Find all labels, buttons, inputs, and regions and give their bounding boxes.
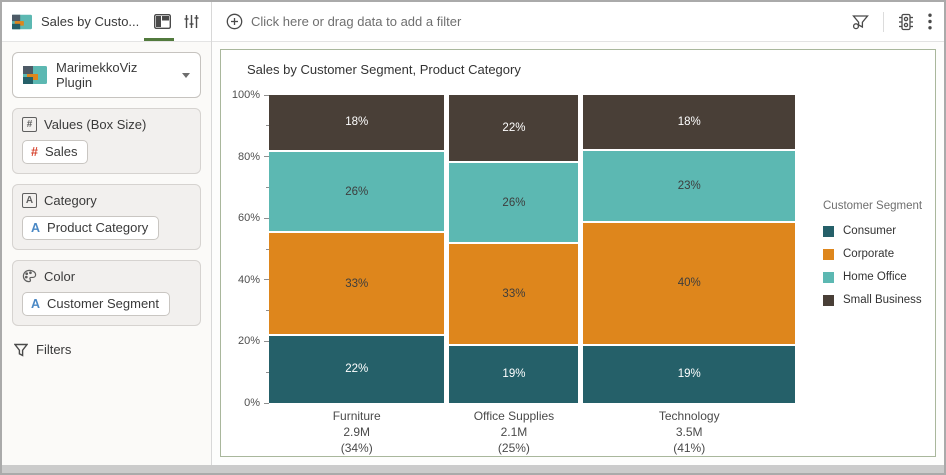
legend-swatch	[823, 225, 834, 237]
legend-item-consumer[interactable]: Consumer	[823, 225, 943, 237]
marimekko-viz-card[interactable]: Sales by Customer Segment, Product Categ…	[220, 49, 936, 457]
filter-options-icon[interactable]	[852, 14, 869, 30]
pill-sales[interactable]: # Sales	[22, 140, 89, 164]
segment-corporate-furniture[interactable]: 33%	[269, 233, 445, 334]
kebab-menu-icon[interactable]	[928, 13, 932, 30]
y-axis-label: 40%	[237, 273, 260, 286]
palette-icon	[22, 269, 37, 284]
x-label-office-supplies: Office Supplies 2.1M (25%)	[473, 409, 555, 455]
chevron-down-icon	[182, 72, 190, 78]
y-major-tick	[264, 402, 269, 404]
attribute-icon: A	[31, 296, 41, 311]
values-section-title: Values (Box Size)	[44, 117, 147, 132]
legend-swatch	[823, 271, 834, 283]
plugin-settings-icon[interactable]	[898, 13, 914, 31]
y-axis-label: 80%	[237, 150, 260, 163]
legend-item-small-business[interactable]: Small Business	[823, 294, 943, 306]
y-minor-tick	[266, 310, 269, 312]
grammar-panel-icon[interactable]	[152, 12, 172, 32]
legend-label: Home Office	[843, 271, 907, 283]
viz-title: Sales by Customer Segment, Product Categ…	[247, 62, 521, 77]
number-box-icon: #	[22, 117, 37, 132]
window-bottom-border	[2, 465, 944, 473]
viz-type-thumbnail-icon	[23, 66, 47, 84]
text-box-icon: A	[22, 193, 37, 208]
segment-corporate-technology[interactable]: 40%	[583, 222, 795, 344]
app: Sales by Custo...	[2, 2, 944, 465]
active-tab-underline	[144, 38, 174, 41]
filters-section[interactable]: Filters	[12, 342, 201, 357]
attribute-icon: A	[31, 220, 41, 235]
viz-type-label: MarimekkoViz Plugin	[56, 60, 138, 90]
pill-customer-segment[interactable]: A Customer Segment	[22, 292, 171, 316]
legend-swatch	[823, 294, 834, 306]
y-axis-label: 0%	[244, 397, 260, 409]
category-section: A Category A Product Category	[12, 184, 201, 250]
legend-label: Consumer	[843, 225, 897, 237]
legend-label: Small Business	[843, 294, 922, 306]
segment-corporate-office-supplies[interactable]: 33%	[449, 243, 579, 344]
viz-tab-title: Sales by Custo...	[41, 14, 140, 29]
legend-label: Corporate	[843, 248, 895, 260]
x-label-technology: Technology 3.5M (41%)	[658, 409, 720, 455]
y-axis-label: 100%	[231, 89, 260, 101]
y-axis: 0% 20% 40% 60% 80% 100%	[221, 89, 269, 409]
canvas: Sales by Customer Segment, Product Categ…	[212, 42, 944, 465]
mekko-plot: 18% 26% 33% 22% 22% 26% 33% 19% 18% 23% 40% 19%	[269, 95, 795, 403]
mekko-column-technology: 18% 23% 40% 19%	[583, 95, 795, 403]
filters-label: Filters	[36, 342, 72, 357]
segment-consumer-furniture[interactable]: 22%	[269, 335, 445, 403]
viz-thumbnail-icon	[12, 12, 32, 32]
y-major-tick	[264, 94, 269, 96]
segment-home-office-office-supplies[interactable]: 26%	[449, 163, 579, 242]
legend-title: Customer Segment	[823, 200, 923, 212]
y-axis-label: 60%	[237, 212, 260, 225]
segment-small-business-office-supplies[interactable]: 22%	[449, 95, 579, 162]
legend-swatch	[823, 248, 834, 260]
category-section-title: Category	[44, 193, 97, 208]
segment-home-office-technology[interactable]: 23%	[583, 151, 795, 221]
legend: Customer Segment Consumer Corporate Home O…	[823, 200, 943, 317]
x-axis-labels: Furniture 2.9M (34%) Office Supplies 2.1M (25…	[269, 408, 795, 456]
legend-item-corporate[interactable]: Corporate	[823, 248, 943, 260]
plot-area: 18% 26% 33% 22% 22% 26% 33% 19% 18% 23% 40% 19%	[269, 95, 795, 403]
main-area: Click here or drag data to add a filter	[212, 2, 944, 465]
y-minor-tick	[266, 186, 269, 188]
segment-small-business-technology[interactable]: 18%	[583, 95, 795, 150]
color-section-title: Color	[44, 269, 76, 284]
sidebar: Sales by Custo...	[2, 2, 212, 465]
y-major-tick	[264, 279, 269, 281]
y-minor-tick	[266, 125, 269, 127]
grammar-panel: MarimekkoViz Plugin # Values (Box Size) …	[2, 42, 211, 465]
add-filter-icon[interactable]	[226, 13, 243, 30]
viz-type-dropdown[interactable]: MarimekkoViz Plugin	[12, 52, 201, 98]
y-major-tick	[264, 340, 269, 342]
segment-consumer-technology[interactable]: 19%	[583, 345, 795, 403]
filter-bar-hint: Click here or drag data to add a filter	[251, 14, 462, 29]
y-axis-label: 20%	[237, 335, 260, 348]
y-major-tick	[264, 217, 269, 219]
color-section: Color A Customer Segment	[12, 260, 201, 326]
x-label-furniture: Furniture 2.9M (34%)	[332, 409, 381, 455]
segment-home-office-furniture[interactable]: 26%	[269, 151, 445, 232]
y-minor-tick	[266, 248, 269, 250]
segment-consumer-office-supplies[interactable]: 19%	[449, 345, 579, 403]
y-minor-tick	[266, 371, 269, 373]
mekko-column-office-supplies: 22% 26% 33% 19%	[449, 95, 579, 403]
values-section: # Values (Box Size) # Sales	[12, 108, 201, 174]
filter-bar[interactable]: Click here or drag data to add a filter	[212, 2, 944, 42]
legend-item-home-office[interactable]: Home Office	[823, 271, 943, 283]
segment-small-business-furniture[interactable]: 18%	[269, 95, 445, 150]
toolbar-divider	[883, 11, 884, 32]
y-major-tick	[264, 156, 269, 158]
pill-product-category[interactable]: A Product Category	[22, 216, 160, 240]
settings-sliders-icon[interactable]	[181, 12, 201, 32]
filter-funnel-icon	[14, 343, 28, 357]
viz-tab-header: Sales by Custo...	[2, 2, 211, 42]
mekko-column-furniture: 18% 26% 33% 22%	[269, 95, 445, 403]
measure-icon: #	[31, 144, 38, 159]
